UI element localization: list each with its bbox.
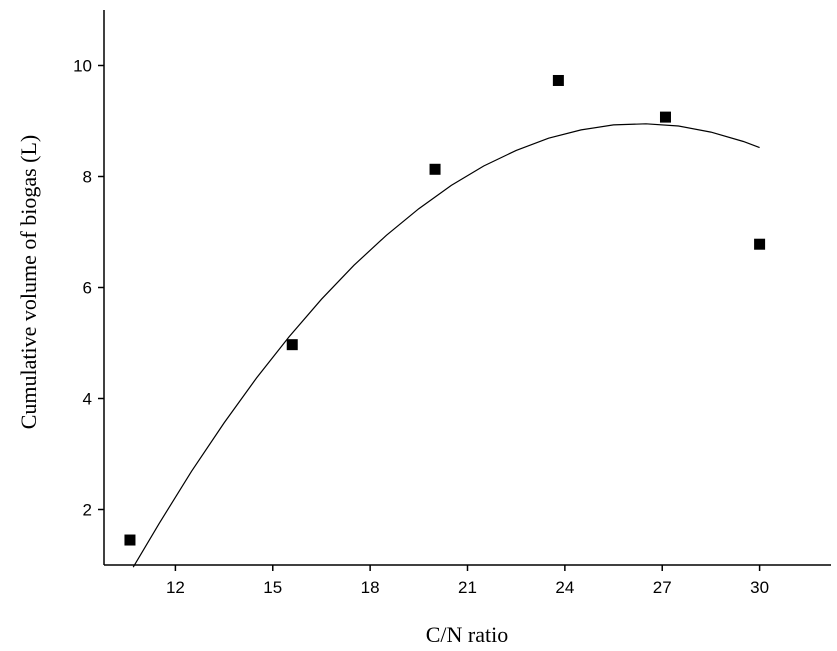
data-point [659,111,671,123]
x-tick-label: 21 [458,578,477,597]
y-tick-label: 2 [83,501,92,520]
y-tick-label: 4 [83,390,92,409]
x-tick-label: 18 [361,578,380,597]
data-point [124,534,136,546]
y-tick-label: 6 [83,279,92,298]
data-point [286,339,298,351]
data-points [124,74,766,546]
y-ticks: 2 4 6 8 10 [73,57,104,520]
x-tick-label: 12 [166,578,185,597]
fit-curve [132,123,760,568]
x-axis-title: C/N ratio [426,622,509,647]
x-ticks: 12 15 18 21 24 27 30 [166,565,769,597]
x-tick-label: 24 [555,578,574,597]
x-tick-label: 27 [653,578,672,597]
data-point [429,163,441,175]
x-tick-label: 30 [750,578,769,597]
y-axis-title: Cumulative volume of biogas (L) [16,135,41,430]
data-point [754,238,766,250]
x-tick-label: 15 [263,578,282,597]
data-point [552,74,564,86]
y-tick-label: 8 [83,168,92,187]
axes [103,10,831,566]
y-tick-label: 10 [73,57,92,76]
